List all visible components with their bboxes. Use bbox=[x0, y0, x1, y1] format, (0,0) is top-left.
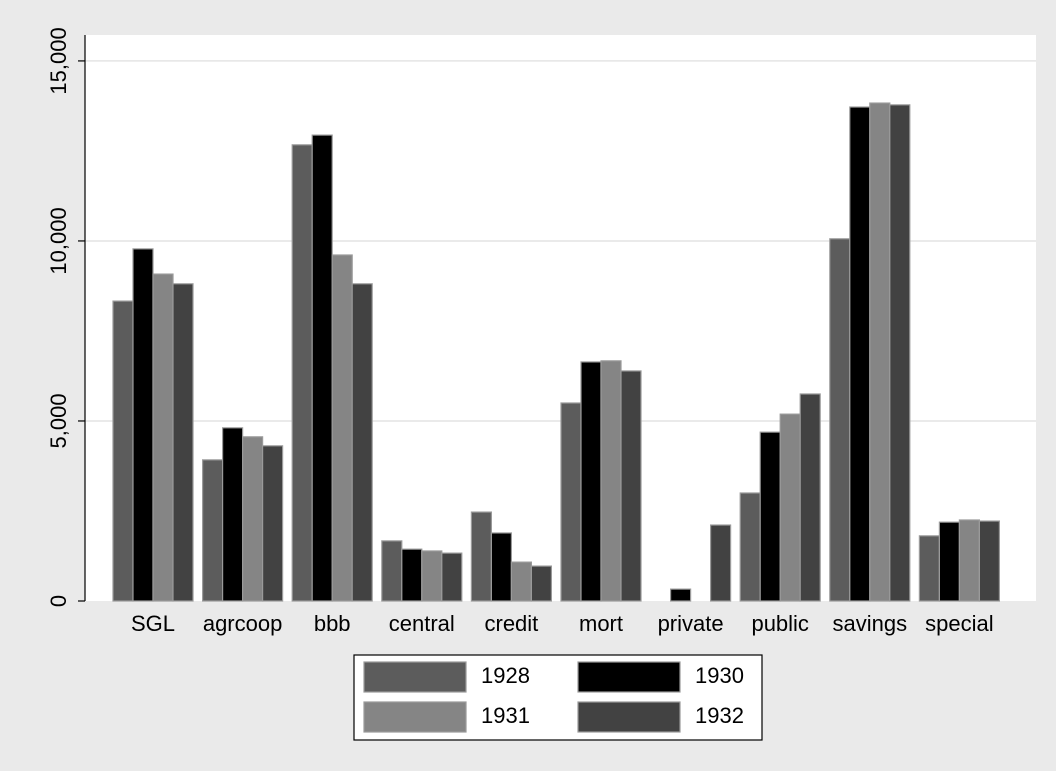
bar bbox=[759, 431, 781, 602]
x-tick-label: savings bbox=[833, 611, 908, 636]
bar bbox=[470, 511, 492, 602]
x-tick-label: special bbox=[925, 611, 993, 636]
bar bbox=[620, 370, 642, 602]
bar bbox=[291, 144, 313, 602]
x-tick-label: public bbox=[751, 611, 808, 636]
bar bbox=[202, 459, 224, 602]
bar bbox=[530, 565, 553, 602]
bar bbox=[222, 427, 244, 602]
bar bbox=[172, 283, 194, 602]
bar bbox=[401, 548, 423, 602]
bar bbox=[918, 535, 941, 602]
bar bbox=[152, 273, 174, 602]
bar bbox=[849, 106, 871, 602]
bar bbox=[600, 360, 622, 602]
bar bbox=[779, 413, 801, 602]
bar bbox=[112, 300, 134, 602]
x-tick-label: credit bbox=[485, 611, 539, 636]
bar bbox=[381, 540, 403, 602]
legend-swatch bbox=[363, 661, 467, 693]
bar bbox=[739, 492, 761, 602]
bar bbox=[560, 402, 582, 602]
bar bbox=[938, 521, 961, 602]
bar bbox=[262, 445, 284, 602]
bar bbox=[799, 393, 821, 602]
bar bbox=[889, 104, 911, 602]
legend-label: 1932 bbox=[695, 703, 744, 728]
bar bbox=[978, 520, 1001, 602]
bar bbox=[242, 436, 264, 602]
y-tick-label: 10,000 bbox=[46, 207, 71, 274]
bar bbox=[421, 550, 443, 602]
bar bbox=[441, 552, 463, 602]
legend-swatch bbox=[363, 701, 467, 733]
bar bbox=[132, 248, 154, 602]
legend-swatch bbox=[577, 661, 681, 693]
bar bbox=[580, 361, 602, 602]
bar bbox=[869, 102, 891, 602]
bar bbox=[958, 519, 981, 602]
legend-entries: 1928 1930 1931 1932 bbox=[363, 661, 744, 733]
bar bbox=[331, 254, 353, 602]
legend-label: 1928 bbox=[481, 663, 530, 688]
x-tick-label: private bbox=[658, 611, 724, 636]
x-tick-label: agrcoop bbox=[203, 611, 283, 636]
bar bbox=[311, 134, 333, 602]
x-tick-label: SGL bbox=[131, 611, 175, 636]
legend-label: 1930 bbox=[695, 663, 744, 688]
bars bbox=[112, 102, 1001, 602]
x-tick-label: central bbox=[389, 611, 455, 636]
y-tick-label: 15,000 bbox=[46, 27, 71, 94]
y-tick-label: 5,000 bbox=[46, 393, 71, 448]
bar bbox=[510, 561, 532, 602]
legend-swatch bbox=[577, 701, 681, 733]
legend-label: 1931 bbox=[481, 703, 530, 728]
x-tick-label: mort bbox=[579, 611, 623, 636]
bar bbox=[669, 588, 692, 602]
y-tick-label: 0 bbox=[46, 595, 71, 607]
x-tick-label: bbb bbox=[314, 611, 351, 636]
bar bbox=[829, 238, 851, 602]
bar bbox=[709, 524, 732, 602]
bar bbox=[351, 283, 373, 602]
bar bbox=[490, 532, 512, 602]
